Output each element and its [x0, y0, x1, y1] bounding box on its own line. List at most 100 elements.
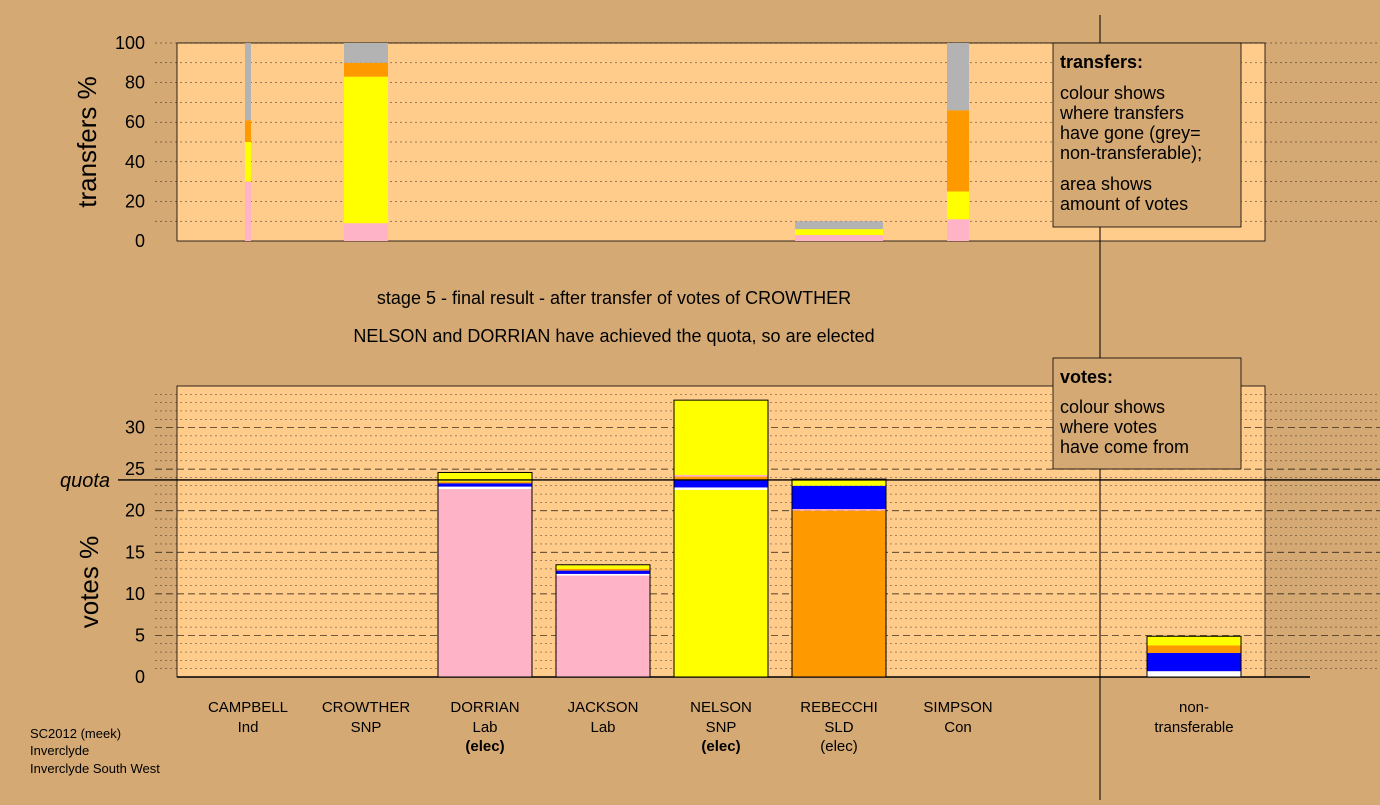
transfers-legend-line: where transfers: [1059, 103, 1184, 123]
votes-bar-segment: [556, 568, 650, 571]
votes-bar-outline: [673, 399, 769, 678]
transfers-bar-segment: [947, 110, 969, 192]
candidate-name: JACKSON: [568, 699, 639, 716]
votes-legend-line: have come from: [1060, 437, 1189, 457]
votes-y-tick-label: 30: [125, 418, 145, 438]
transfers-bar-segment: [245, 181, 251, 241]
votes-bar-segment: [556, 570, 650, 574]
votes-bars: [437, 399, 1242, 678]
transfers-bar-segment: [795, 221, 883, 230]
transfers-bar-segment: [344, 223, 388, 241]
nontransferable-label: non-: [1179, 699, 1209, 716]
nontransferable-label: transferable: [1154, 719, 1233, 736]
candidate-party: SNP: [351, 719, 382, 736]
candidate-name: CAMPBELL: [208, 699, 288, 716]
candidate-labels: CAMPBELL Ind CROWTHER SNP DORRIAN Lab (elec) JA…: [208, 699, 1234, 755]
transfers-bar-segment: [245, 43, 251, 121]
votes-bar-segment: [792, 485, 886, 510]
candidate-name: NELSON: [690, 699, 752, 716]
votes-bar-segment: [556, 564, 650, 569]
votes-bar-segment: [438, 481, 532, 484]
quota-marker: quota: [60, 470, 1380, 492]
transfers-bar-segment: [245, 142, 251, 182]
transfers-legend-box: [1052, 42, 1242, 228]
transfers-bar-segment: [795, 229, 883, 236]
transfers-bar-segment: [245, 120, 251, 142]
transfers-bar-segment: [947, 219, 969, 241]
transfers-bar-segment: [344, 76, 388, 224]
transfers-bar-segment: [947, 191, 969, 220]
transfers-bar-segment: [795, 235, 883, 241]
candidate-party: SNP: [706, 719, 737, 736]
footer-line: Inverclyde South West: [30, 761, 160, 776]
transfers-y-tick-label: 40: [125, 152, 145, 172]
candidate-name: DORRIAN: [450, 699, 519, 716]
votes-bar-segment: [674, 487, 768, 490]
votes-bar-outline: [555, 564, 651, 678]
votes-y-tick-label: 20: [125, 501, 145, 521]
candidate-name: REBECCHI: [800, 699, 878, 716]
candidate-status: (elec): [465, 738, 504, 755]
nontransferable-bar-segment: [1147, 636, 1241, 646]
quota-label: quota: [60, 470, 110, 492]
nontransferable-bar-segment: [1147, 652, 1241, 672]
transfers-legend-line: amount of votes: [1060, 194, 1188, 214]
votes-y-tick-label: 0: [135, 667, 145, 687]
transfers-legend-line: area shows: [1060, 174, 1152, 194]
candidate-name: CROWTHER: [322, 699, 410, 716]
candidate-party: Ind: [238, 719, 259, 736]
transfers-y-tick-label: 100: [115, 33, 145, 53]
transfers-legend: transfers: colour shows where transfers …: [1052, 42, 1242, 228]
votes-y-axis-title: votes %: [74, 536, 104, 629]
votes-bar-outline: [791, 478, 887, 678]
votes-y-tick-label: 25: [125, 459, 145, 479]
votes-bar-segment: [674, 400, 768, 475]
votes-bar-segment: [556, 573, 650, 576]
transfers-bars: [245, 43, 969, 241]
votes-y-ticks: 0 5 10 15 20 25 30: [125, 418, 145, 687]
candidate-name: SIMPSON: [923, 699, 992, 716]
votes-bar-segment: [792, 479, 886, 486]
candidate-party: Lab: [590, 719, 615, 736]
transfers-legend-title: transfers:: [1060, 52, 1143, 72]
votes-bar-segment: [556, 575, 650, 677]
transfers-bar-segment: [344, 62, 388, 77]
nontransferable-bar-segment: [1147, 671, 1241, 677]
votes-legend-box: [1052, 357, 1242, 470]
transfers-bar-segment: [947, 43, 969, 111]
transfers-bar-segment: [344, 43, 388, 63]
transfers-y-axis-title: transfers %: [72, 76, 102, 208]
transfers-legend-line: colour shows: [1060, 83, 1165, 103]
nontransferable-bar-outline: [1146, 635, 1242, 678]
votes-bar-segment: [674, 474, 768, 477]
candidate-status: (elec): [820, 738, 858, 755]
votes-bar-outline: [437, 471, 533, 678]
votes-y-tick-label: 15: [125, 542, 145, 562]
votes-legend-line: colour shows: [1060, 397, 1165, 417]
candidate-status: (elec): [701, 738, 740, 755]
footer-line: Inverclyde: [30, 743, 89, 758]
votes-bar-segment: [438, 483, 532, 487]
transfers-y-tick-label: 0: [135, 231, 145, 251]
footer-line: SC2012 (meek): [30, 726, 121, 741]
votes-bar-segment: [674, 476, 768, 480]
stage-caption: stage 5 - final result - after transfer …: [377, 288, 851, 308]
nontransferable-bar-segment: [1147, 645, 1241, 653]
votes-legend-line: where votes: [1059, 417, 1157, 437]
transfers-y-tick-label: 60: [125, 112, 145, 132]
votes-bar-segment: [674, 479, 768, 488]
votes-bar-segment: [674, 489, 768, 677]
candidate-party: Con: [944, 719, 972, 736]
votes-bar-segment: [792, 510, 886, 677]
transfers-y-tick-label: 20: [125, 191, 145, 211]
transfers-legend-line: have gone (grey=: [1060, 123, 1201, 143]
votes-y-tick-label: 5: [135, 625, 145, 645]
result-caption: NELSON and DORRIAN have achieved the quo…: [353, 326, 874, 346]
votes-legend-title: votes:: [1060, 367, 1113, 387]
candidate-party: SLD: [824, 719, 853, 736]
votes-bar-segment: [438, 486, 532, 490]
votes-bar-segment: [792, 509, 886, 511]
votes-y-tick-label: 10: [125, 584, 145, 604]
